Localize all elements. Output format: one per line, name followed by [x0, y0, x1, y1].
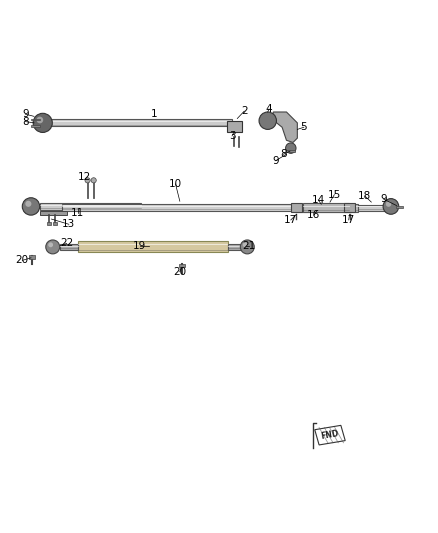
Polygon shape [40, 211, 67, 215]
Text: 1: 1 [150, 109, 157, 119]
Polygon shape [51, 119, 232, 126]
Bar [396, 206, 403, 208]
Circle shape [286, 143, 296, 154]
Polygon shape [78, 241, 228, 252]
Text: 17: 17 [342, 215, 355, 225]
Circle shape [259, 112, 276, 130]
Circle shape [243, 243, 247, 247]
Text: 22: 22 [60, 238, 73, 248]
Polygon shape [297, 204, 358, 212]
Text: 8: 8 [22, 117, 28, 126]
Text: 16: 16 [307, 210, 321, 220]
Polygon shape [62, 204, 297, 211]
Polygon shape [271, 112, 297, 142]
Text: 14: 14 [311, 195, 325, 205]
Text: 9: 9 [272, 156, 279, 166]
Bar [47, 222, 51, 225]
Circle shape [22, 198, 40, 215]
Bar [31, 125, 40, 127]
Polygon shape [60, 244, 78, 249]
Text: 19: 19 [133, 240, 146, 251]
Polygon shape [303, 204, 349, 212]
Text: 8: 8 [280, 149, 287, 159]
Text: 15: 15 [328, 190, 341, 200]
Text: 5: 5 [300, 122, 307, 132]
Text: 12: 12 [78, 172, 91, 182]
Bar [53, 222, 57, 225]
Circle shape [25, 201, 32, 207]
Circle shape [33, 114, 52, 133]
Text: 9: 9 [380, 194, 387, 204]
Polygon shape [228, 244, 245, 249]
Text: 9: 9 [22, 109, 28, 119]
Bar [31, 118, 40, 120]
Circle shape [46, 240, 60, 254]
Text: 17: 17 [284, 215, 297, 225]
Circle shape [85, 177, 90, 183]
FancyBboxPatch shape [291, 203, 302, 212]
Circle shape [386, 201, 391, 207]
Text: 11: 11 [71, 208, 84, 219]
Circle shape [91, 177, 96, 183]
Circle shape [383, 199, 399, 214]
Text: 21: 21 [242, 240, 255, 251]
Text: 2: 2 [241, 106, 247, 116]
Circle shape [48, 243, 53, 247]
FancyBboxPatch shape [226, 121, 242, 132]
Polygon shape [315, 425, 345, 445]
Polygon shape [358, 205, 389, 211]
Circle shape [240, 240, 254, 254]
Bar [286, 150, 295, 152]
Text: 20: 20 [16, 255, 29, 265]
Bar [179, 264, 185, 268]
Text: 4: 4 [266, 104, 272, 114]
Text: 13: 13 [62, 219, 75, 229]
Text: 20: 20 [173, 266, 187, 277]
Text: FND: FND [320, 429, 340, 441]
Polygon shape [40, 203, 141, 209]
Text: 18: 18 [358, 191, 371, 201]
FancyBboxPatch shape [344, 203, 355, 212]
Bar [29, 255, 35, 259]
Text: 3: 3 [229, 131, 235, 141]
Text: 10: 10 [169, 179, 182, 189]
Circle shape [36, 117, 43, 123]
